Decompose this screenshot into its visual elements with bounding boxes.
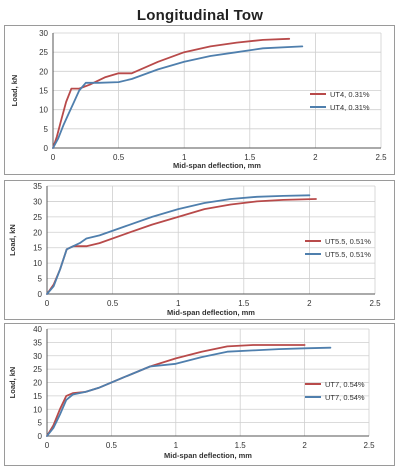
x-tick-label: 0 — [45, 299, 50, 308]
x-tick-label: 0.5 — [113, 153, 125, 162]
y-tick-label: 30 — [39, 29, 48, 38]
y-tick-label: 15 — [33, 392, 42, 401]
y-tick-label: 30 — [33, 352, 42, 361]
series-line — [52, 37, 291, 149]
y-tick-label: 25 — [39, 48, 48, 57]
y-tick-label: 35 — [33, 338, 42, 347]
x-tick-label: 1 — [174, 441, 179, 450]
y-tick-label: 15 — [33, 244, 42, 253]
y-tick-label: 0 — [38, 432, 43, 441]
y-axis-label: Load, kN — [8, 224, 17, 256]
legend-label: UT5.5, 0.51% — [325, 250, 371, 259]
x-tick-label: 1.5 — [238, 299, 250, 308]
x-tick-label: 2 — [302, 441, 307, 450]
x-tick-label: 2.5 — [363, 441, 375, 450]
x-axis-label: Mid-span deflection, mm — [167, 308, 255, 317]
x-axis-label: Mid-span deflection, mm — [173, 161, 261, 170]
series-line — [52, 45, 304, 149]
x-tick-label: 2.5 — [369, 299, 381, 308]
chart-ut4: 0 5 10 15 20 25 30 0 0.5 1 1.5 2 2.5 Mid-span deflect… — [10, 29, 387, 170]
x-tick-label: 0.5 — [107, 299, 119, 308]
x-tick-label: 0 — [45, 441, 50, 450]
y-tick-label: 5 — [38, 275, 43, 284]
x-tick-label: 1 — [176, 299, 181, 308]
y-tick-label: 20 — [39, 67, 48, 76]
x-tick-label: 1.5 — [244, 153, 256, 162]
y-tick-label: 5 — [38, 419, 43, 428]
legend-label: UT7, 0.54% — [325, 380, 365, 389]
y-tick-label: 25 — [33, 365, 42, 374]
x-tick-label: 2.5 — [375, 153, 387, 162]
y-tick-label: 5 — [44, 125, 49, 134]
chart-panel-3: 0 5 10 15 20 25 30 35 40 0 0.5 1 1.5 2 2.5 Mid-span def… — [4, 323, 395, 466]
figure-title: Longitudinal Tow — [136, 7, 264, 24]
series-line — [46, 194, 311, 295]
legend-label: UT4, 0.31% — [330, 90, 370, 99]
x-tick-label: 1 — [182, 153, 187, 162]
y-tick-label: 20 — [33, 228, 42, 237]
y-tick-label: 15 — [39, 87, 48, 96]
x-tick-label: 0 — [51, 153, 56, 162]
y-tick-label: 10 — [33, 405, 42, 414]
x-axis-label: Mid-span deflection, mm — [164, 451, 252, 460]
y-tick-label: 10 — [33, 259, 42, 268]
y-tick-label: 30 — [33, 197, 42, 206]
chart-ut7: 0 5 10 15 20 25 30 35 40 0 0.5 1 1.5 2 2.5 Mid-span def… — [8, 325, 375, 460]
y-tick-label: 35 — [33, 182, 42, 191]
legend-label: UT5.5, 0.51% — [325, 237, 371, 246]
series-line — [46, 198, 317, 295]
y-tick-label: 10 — [39, 106, 48, 115]
x-tick-label: 0.5 — [106, 441, 118, 450]
x-tick-label: 1.5 — [235, 441, 247, 450]
y-tick-label: 25 — [33, 213, 42, 222]
chart-panel-1: 0 5 10 15 20 25 30 0 0.5 1 1.5 2 2.5 Mid-span deflect… — [4, 25, 395, 175]
legend-label: UT7, 0.54% — [325, 393, 365, 402]
y-tick-label: 0 — [38, 290, 43, 299]
series-line — [46, 346, 332, 437]
y-tick-label: 0 — [44, 144, 49, 153]
chart-ut5-5: 0 5 10 15 20 25 30 35 0 0.5 1 1.5 2 2.5 Mid-span defle… — [8, 182, 381, 317]
y-tick-label: 20 — [33, 379, 42, 388]
x-tick-label: 2 — [307, 299, 312, 308]
chart-panel-2: 0 5 10 15 20 25 30 35 0 0.5 1 1.5 2 2.5 Mid-span defle… — [4, 180, 395, 320]
y-axis-label: Load, kN — [10, 75, 19, 107]
y-axis-label: Load, kN — [8, 367, 17, 399]
x-tick-label: 2 — [313, 153, 318, 162]
y-tick-label: 40 — [33, 325, 42, 334]
legend-label: UT4, 0.31% — [330, 103, 370, 112]
